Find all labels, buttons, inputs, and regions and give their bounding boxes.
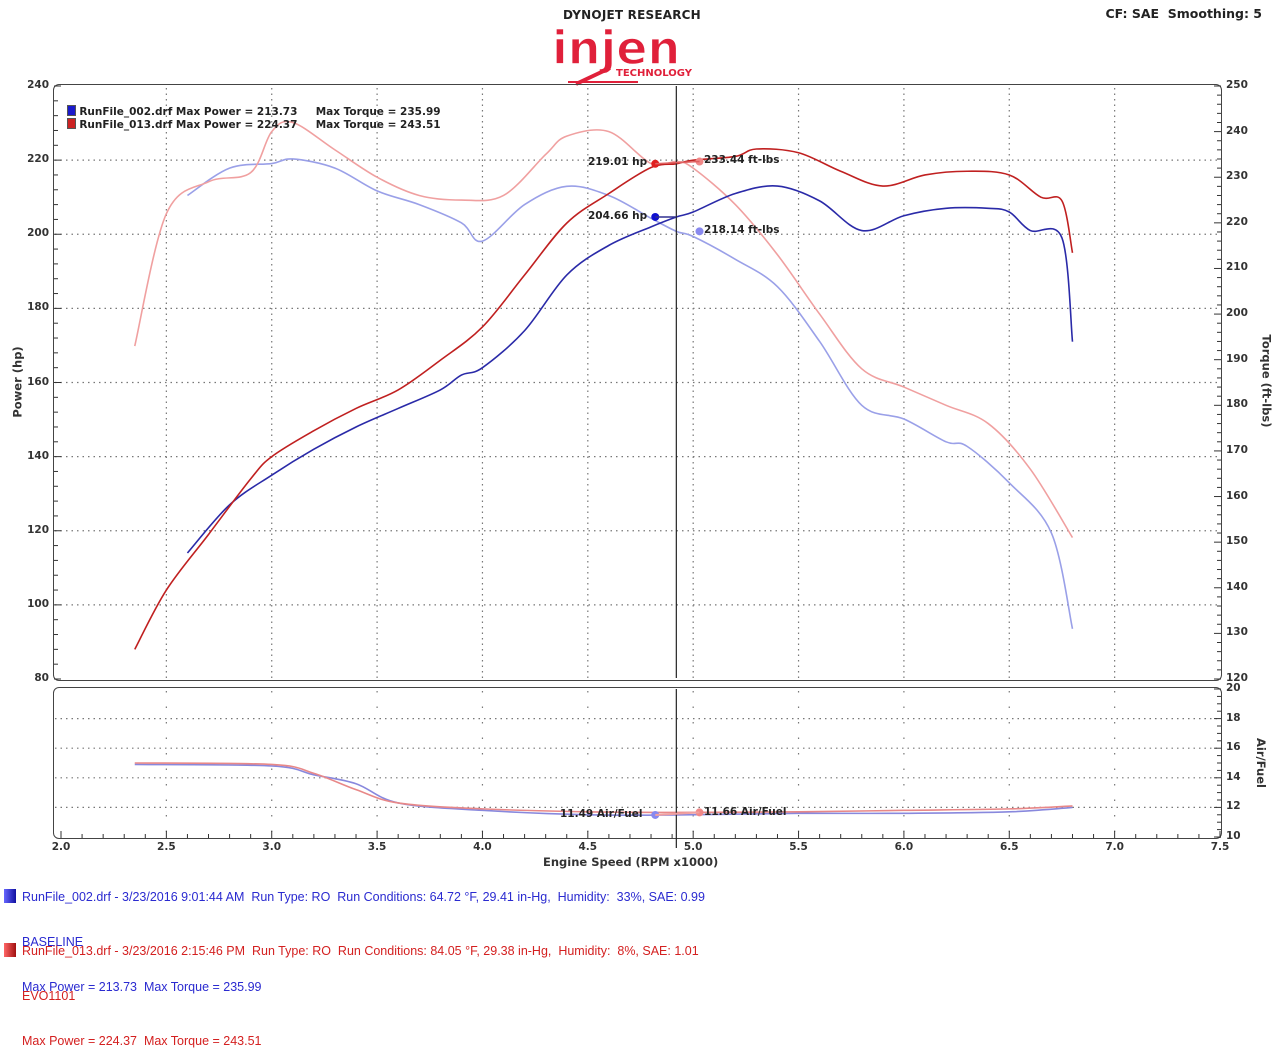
- legend-run1: RunFile_002.drf Max Power = 213.73 Max T…: [60, 93, 441, 118]
- correction-smoothing-label: CF: SAE Smoothing: 5: [1105, 6, 1262, 21]
- afr-plot-frame: [53, 687, 1222, 839]
- torque-tick-label: 220: [1226, 215, 1248, 228]
- afr-tick-label: 16: [1226, 741, 1241, 754]
- afr-tick-label: 18: [1226, 711, 1241, 724]
- torque-tick-label: 240: [1226, 124, 1248, 137]
- run1-afr-curve: [134, 763, 1073, 817]
- torque-tick-label: 250: [1226, 79, 1248, 91]
- injen-logo-text: injen: [552, 21, 680, 75]
- rpm-tick-label: 7.5: [1210, 841, 1230, 853]
- rpm-tick-label: 3.5: [367, 841, 387, 853]
- rpm-tick-label: 4.5: [578, 841, 598, 853]
- legend-run2-text: RunFile_013.drf Max Power = 224.37 Max T…: [79, 119, 441, 131]
- rpm-tick-label: 2.0: [51, 841, 71, 853]
- legend-run1-text: RunFile_002.drf Max Power = 213.73 Max T…: [79, 106, 441, 118]
- power-tick-label: 200: [27, 227, 49, 240]
- cursor-connector: [655, 811, 700, 816]
- run1-torque-curve: [186, 158, 1074, 629]
- afr-tick-label: 14: [1226, 770, 1241, 783]
- run2-torque-curve: [133, 120, 1074, 539]
- run1-torque-marker: [695, 227, 704, 236]
- footer-run2-name: EVO1101: [22, 989, 76, 1003]
- footer-run2-max: Max Power = 224.37 Max Torque = 243.51: [22, 1034, 262, 1048]
- cursor-run2-afr: 11.66 Air/Fuel: [704, 806, 787, 818]
- rpm-tick-label: 4.0: [473, 841, 492, 853]
- power-tick-label: 100: [27, 597, 49, 610]
- rpm-tick-label: 5.5: [789, 841, 808, 853]
- power-tick-label: 240: [27, 79, 49, 91]
- power-tick-label: 140: [27, 449, 49, 462]
- afr-tick-label: 12: [1226, 800, 1241, 813]
- torque-tick-label: 150: [1226, 535, 1248, 548]
- torque-axis-title: Torque (ft-lbs): [1259, 334, 1274, 428]
- run2-afr-curve: [134, 762, 1073, 814]
- torque-tick-label: 170: [1226, 443, 1248, 456]
- cursor-run1-afr: 11.49 Air/Fuel: [560, 808, 643, 820]
- power-tick-label: 220: [27, 153, 49, 166]
- footer-run1-name: BASELINE: [22, 935, 84, 949]
- rpm-tick-label: 6.5: [999, 841, 1019, 853]
- legend-swatch-red: [67, 118, 77, 129]
- rpm-tick-label: 6.0: [894, 841, 914, 853]
- power-tick-label: 80: [34, 672, 49, 684]
- power-tick-label: 160: [27, 375, 49, 388]
- run1-color-swatch: [4, 889, 16, 903]
- cursor-run1-power: 204.66 hp: [588, 210, 648, 222]
- power-torque-plot-frame: [53, 84, 1222, 681]
- torque-tick-label: 130: [1226, 626, 1248, 639]
- rpm-tick-label: 3.0: [262, 841, 282, 853]
- torque-tick-label: 160: [1226, 489, 1248, 502]
- legend-swatch-blue: [67, 105, 77, 116]
- dyno-chart: [54, 85, 1221, 848]
- torque-tick-label: 230: [1226, 170, 1248, 183]
- injen-logo-sub: TECHNOLOGY: [616, 68, 693, 79]
- rpm-axis-title: Engine Speed (RPM x1000): [543, 855, 719, 869]
- afr-tick-label: 10: [1226, 830, 1241, 842]
- run1-power-curve: [186, 185, 1074, 554]
- power-tick-label: 120: [27, 523, 49, 536]
- torque-tick-label: 190: [1226, 352, 1248, 365]
- run2-color-swatch: [4, 943, 16, 957]
- cursor-run1-torque: 218.14 ft-lbs: [704, 224, 780, 236]
- cursor-connector: [655, 160, 700, 165]
- run2-power-curve: [134, 148, 1074, 650]
- afr-axis-title: Air/Fuel: [1253, 738, 1268, 788]
- afr-tick-label: 20: [1226, 682, 1241, 694]
- injen-logo: injen TECHNOLOGY: [551, 20, 693, 86]
- torque-tick-label: 180: [1226, 398, 1248, 411]
- footer-run2-conditions: RunFile_013.drf - 3/23/2016 2:15:46 PM R…: [22, 944, 699, 958]
- torque-tick-label: 120: [1226, 672, 1248, 684]
- legend-run2: RunFile_013.drf Max Power = 224.37 Max T…: [60, 106, 441, 131]
- rpm-tick-label: 5.0: [683, 841, 703, 853]
- footer-run1-conditions: RunFile_002.drf - 3/23/2016 9:01:44 AM R…: [22, 890, 705, 904]
- cursor-run2-power: 219.01 hp: [588, 156, 648, 168]
- footer-run2-line1: RunFile_013.drf - 3/23/2016 2:15:46 PM R…: [4, 943, 699, 959]
- rpm-tick-label: 7.0: [1105, 841, 1124, 853]
- rpm-tick-label: 2.5: [157, 841, 176, 853]
- footer-run1-line1: RunFile_002.drf - 3/23/2016 9:01:44 AM R…: [4, 889, 705, 905]
- footer-run2: RunFile_013.drf - 3/23/2016 2:15:46 PM R…: [4, 913, 699, 1064]
- cursor-run2-torque: 233.44 ft-lbs: [704, 154, 780, 166]
- torque-tick-label: 200: [1226, 307, 1248, 320]
- footer-run1: RunFile_002.drf - 3/23/2016 9:01:44 AM R…: [4, 859, 705, 1010]
- torque-tick-label: 210: [1226, 261, 1248, 274]
- dynojet-research-label: DYNOJET RESEARCH: [563, 8, 701, 22]
- torque-tick-label: 140: [1226, 580, 1248, 593]
- power-tick-label: 180: [27, 301, 49, 314]
